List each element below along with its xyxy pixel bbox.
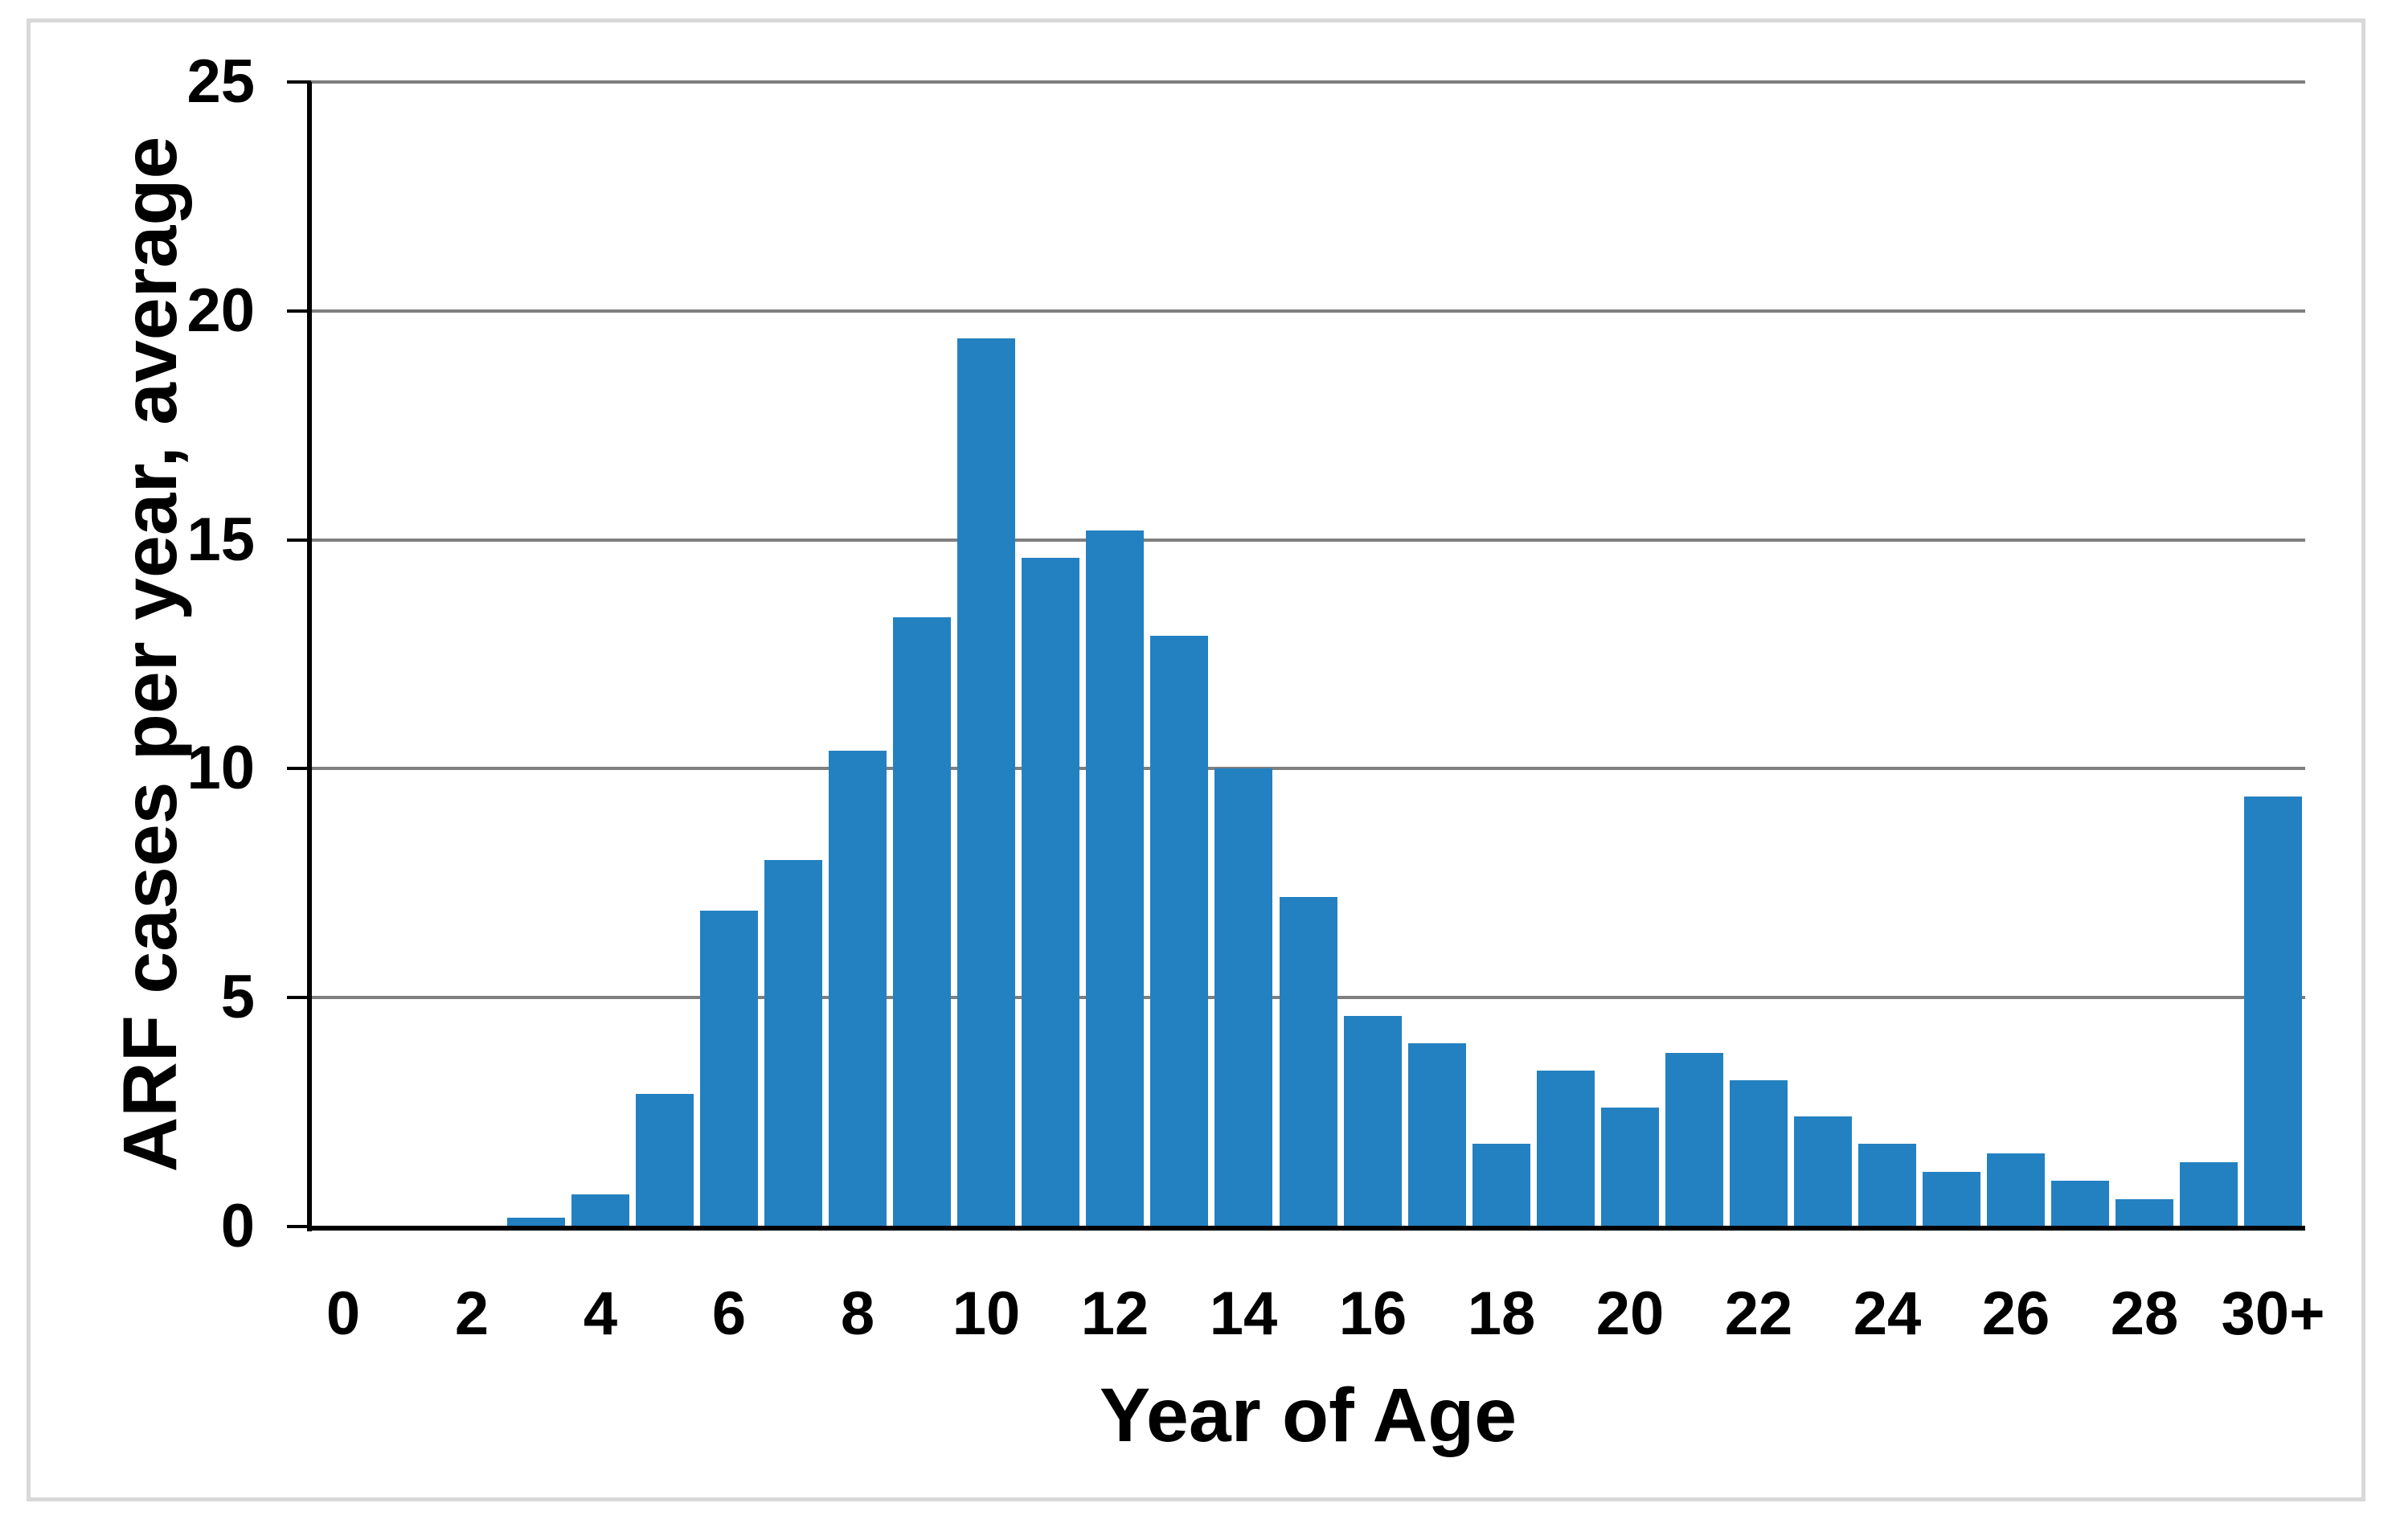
gridline-y-15 bbox=[311, 538, 2305, 542]
bar-age-18 bbox=[1472, 1144, 1530, 1227]
x-tick-label-6: 6 bbox=[711, 1280, 747, 1348]
bar-age-12 bbox=[1086, 530, 1144, 1227]
x-tick-label-18: 18 bbox=[1467, 1280, 1536, 1348]
x-tick-label-16: 16 bbox=[1338, 1280, 1407, 1348]
bar-age-17 bbox=[1408, 1043, 1466, 1227]
x-axis-title: Year of Age bbox=[1099, 1373, 1518, 1458]
x-tick-label-20: 20 bbox=[1595, 1280, 1665, 1348]
y-axis-line bbox=[307, 82, 312, 1231]
bar-age-14 bbox=[1214, 768, 1272, 1227]
x-tick-label-10: 10 bbox=[952, 1280, 1021, 1348]
x-tick-label-2: 2 bbox=[454, 1280, 489, 1348]
bar-age-23 bbox=[1794, 1116, 1852, 1227]
bar-age-25 bbox=[1923, 1172, 1980, 1227]
y-tick-mark-20 bbox=[287, 309, 311, 313]
bar-age-10 bbox=[957, 338, 1015, 1227]
bar-age-26 bbox=[1987, 1153, 2045, 1227]
bar-age-21 bbox=[1665, 1053, 1723, 1227]
gridline-y-10 bbox=[311, 767, 2305, 771]
y-tick-mark-5 bbox=[287, 996, 311, 1000]
bar-age-19 bbox=[1537, 1071, 1595, 1227]
y-axis-title: ARF cases per year, average bbox=[108, 136, 193, 1173]
bar-age-20 bbox=[1601, 1108, 1659, 1227]
bar-age-22 bbox=[1730, 1080, 1788, 1227]
bar-age-6 bbox=[700, 911, 758, 1227]
gridline-y-20 bbox=[311, 309, 2305, 313]
bar-age-27 bbox=[2051, 1181, 2109, 1227]
y-tick-label-0: 0 bbox=[220, 1192, 255, 1260]
x-tick-label-28: 28 bbox=[2110, 1280, 2179, 1348]
gridline-y-25 bbox=[311, 80, 2305, 84]
x-tick-label-0: 0 bbox=[326, 1280, 361, 1348]
y-tick-mark-10 bbox=[287, 767, 311, 771]
bar-age-5 bbox=[636, 1094, 694, 1227]
y-tick-mark-0 bbox=[287, 1225, 311, 1228]
x-tick-label-26: 26 bbox=[1981, 1280, 2050, 1348]
x-tick-label-12: 12 bbox=[1080, 1280, 1149, 1348]
bar-age-16 bbox=[1344, 1016, 1402, 1227]
bar-age-3 bbox=[507, 1218, 565, 1227]
y-tick-label-15: 15 bbox=[186, 505, 255, 574]
x-tick-label-24: 24 bbox=[1853, 1280, 1922, 1348]
bar-age-13 bbox=[1150, 636, 1208, 1227]
y-tick-mark-25 bbox=[287, 80, 311, 84]
x-tick-label-30+: 30+ bbox=[2221, 1280, 2325, 1348]
y-tick-mark-15 bbox=[287, 538, 311, 542]
y-tick-label-25: 25 bbox=[186, 47, 255, 116]
bar-age-7 bbox=[764, 860, 822, 1227]
bar-age-30+ bbox=[2244, 797, 2302, 1227]
y-tick-label-5: 5 bbox=[220, 963, 255, 1032]
y-tick-label-10: 10 bbox=[186, 734, 255, 803]
bar-age-9 bbox=[893, 617, 951, 1227]
bar-age-11 bbox=[1022, 558, 1079, 1227]
bar-age-29 bbox=[2180, 1162, 2238, 1227]
x-tick-label-14: 14 bbox=[1209, 1280, 1278, 1348]
x-axis-line bbox=[307, 1226, 2305, 1231]
bar-age-24 bbox=[1858, 1144, 1916, 1227]
bar-age-4 bbox=[571, 1194, 629, 1227]
x-tick-label-8: 8 bbox=[840, 1280, 875, 1348]
bar-age-28 bbox=[2116, 1199, 2173, 1227]
bar-age-8 bbox=[829, 751, 887, 1227]
x-tick-label-4: 4 bbox=[583, 1280, 618, 1348]
bar-age-15 bbox=[1280, 897, 1337, 1227]
y-tick-label-20: 20 bbox=[186, 276, 255, 345]
x-tick-label-22: 22 bbox=[1724, 1280, 1793, 1348]
